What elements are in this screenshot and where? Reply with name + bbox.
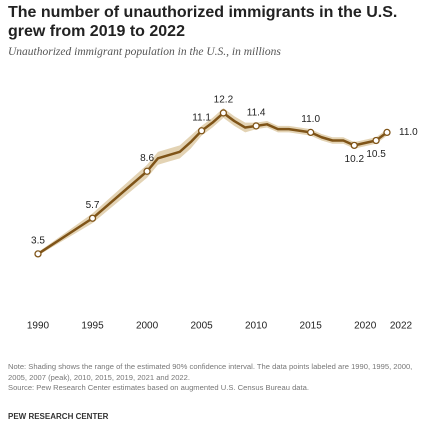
source: Source: Pew Research Center estimates ba…	[8, 383, 309, 392]
point	[350, 141, 358, 150]
point	[252, 122, 260, 130]
value-label: 11.0	[301, 114, 320, 125]
x-tick-label: 2005	[190, 321, 213, 332]
value-label: 8.6	[140, 153, 154, 164]
chart-title: The number of unauthorized immigrants in…	[8, 4, 398, 40]
value-label: 5.7	[86, 200, 100, 211]
x-tick-label: 2015	[300, 321, 323, 332]
brand: PEW RESEARCH CENTER	[8, 412, 109, 421]
value-label: 12.2	[214, 95, 234, 106]
confidence-band	[38, 108, 387, 256]
note: Note: Shading shows the range of the est…	[8, 362, 413, 382]
point	[383, 128, 391, 137]
x-tick-label: 2000	[136, 321, 159, 332]
value-label: 11.1	[192, 112, 211, 123]
point	[88, 214, 97, 222]
chart: 1990 1995 2000 2005 2010 2015 2020 2022 3.5 5.7 8.…	[27, 95, 418, 332]
point	[307, 128, 315, 137]
point	[34, 250, 42, 258]
x-tick-label: 2022	[390, 321, 413, 332]
point	[143, 167, 151, 175]
value-label: 10.5	[366, 149, 386, 160]
point	[197, 127, 206, 135]
x-tick-label: 2020	[354, 321, 377, 332]
line	[37, 111, 388, 255]
x-tick-label: 2010	[245, 321, 268, 332]
x-tick-label: 1995	[81, 321, 104, 332]
point	[219, 109, 228, 117]
value-label: 11.0	[399, 127, 418, 138]
point	[372, 136, 380, 145]
chart-subtitle: Unauthorized immigrant population in the…	[8, 46, 281, 58]
x-tick-label: 1990	[27, 321, 50, 332]
notes: Note: Shading shows the range of the est…	[8, 362, 428, 394]
value-label: 10.2	[345, 154, 365, 165]
value-label: 3.5	[31, 236, 45, 247]
value-label: 11.4	[247, 108, 266, 119]
